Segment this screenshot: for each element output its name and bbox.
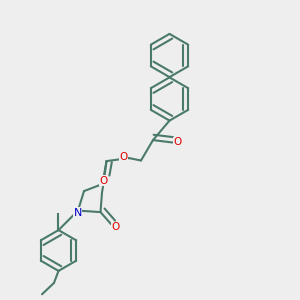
Text: N: N [74, 208, 82, 218]
Text: O: O [111, 222, 120, 232]
Text: O: O [99, 176, 108, 186]
Text: O: O [119, 152, 128, 162]
Text: O: O [174, 137, 182, 148]
